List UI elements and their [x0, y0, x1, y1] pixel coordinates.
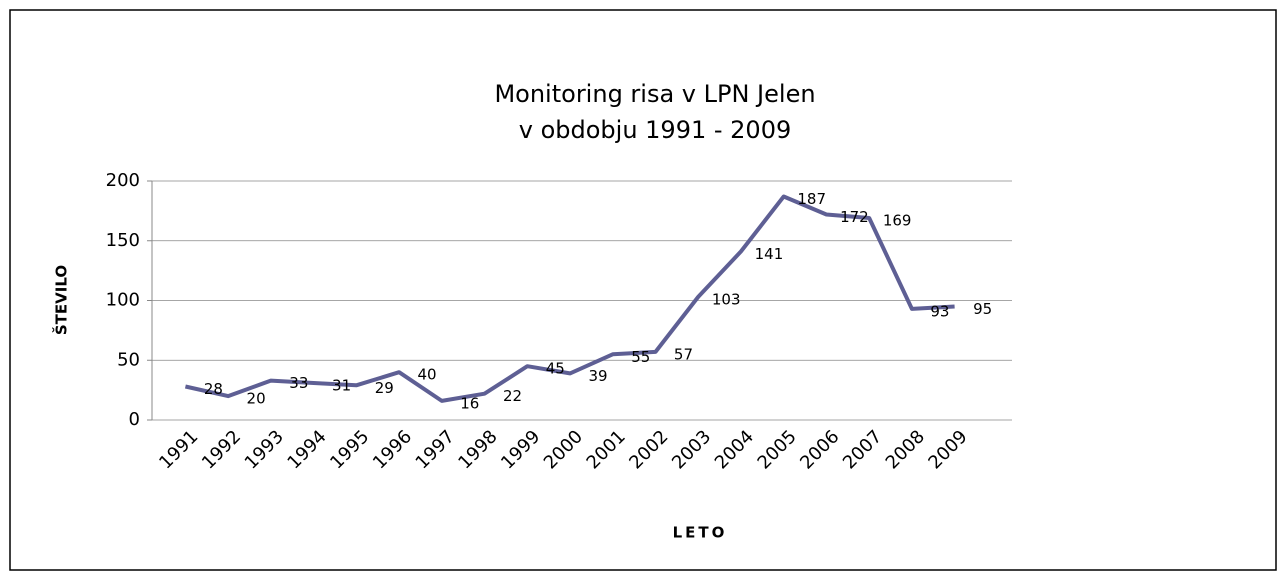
- chart-border: [9, 9, 1277, 571]
- data-label: 45: [546, 360, 565, 378]
- y-tick-label: 200: [106, 170, 140, 191]
- data-label: 187: [797, 190, 826, 208]
- data-line: [184, 194, 955, 403]
- data-label: 33: [289, 374, 308, 392]
- data-label: 20: [247, 390, 266, 408]
- data-label: 22: [503, 387, 522, 405]
- data-label: 16: [460, 394, 479, 412]
- data-label: 39: [588, 367, 607, 385]
- y-axis-title: ŠTEVILO: [52, 265, 71, 335]
- data-label: 93: [930, 302, 949, 320]
- data-label: 28: [204, 380, 223, 398]
- data-label: 172: [840, 208, 869, 226]
- chart-title: Monitoring risa v LPN Jelen: [494, 80, 815, 108]
- y-tick-label: 50: [117, 349, 140, 370]
- data-label: 141: [755, 245, 784, 263]
- data-label: 31: [332, 376, 351, 394]
- data-label: 95: [973, 300, 992, 318]
- data-label: 103: [712, 290, 741, 308]
- y-tick-label: 100: [106, 290, 140, 311]
- data-label: 40: [418, 366, 437, 384]
- data-label: 29: [375, 379, 394, 397]
- x-axis-title: LETO: [673, 524, 728, 542]
- data-label: 55: [631, 348, 650, 366]
- chart-subtitle: v obdobju 1991 - 2009: [519, 116, 791, 144]
- y-tick-label: 0: [129, 409, 140, 430]
- data-label: 169: [883, 212, 912, 230]
- data-label: 57: [674, 345, 693, 363]
- y-tick-label: 150: [106, 230, 140, 251]
